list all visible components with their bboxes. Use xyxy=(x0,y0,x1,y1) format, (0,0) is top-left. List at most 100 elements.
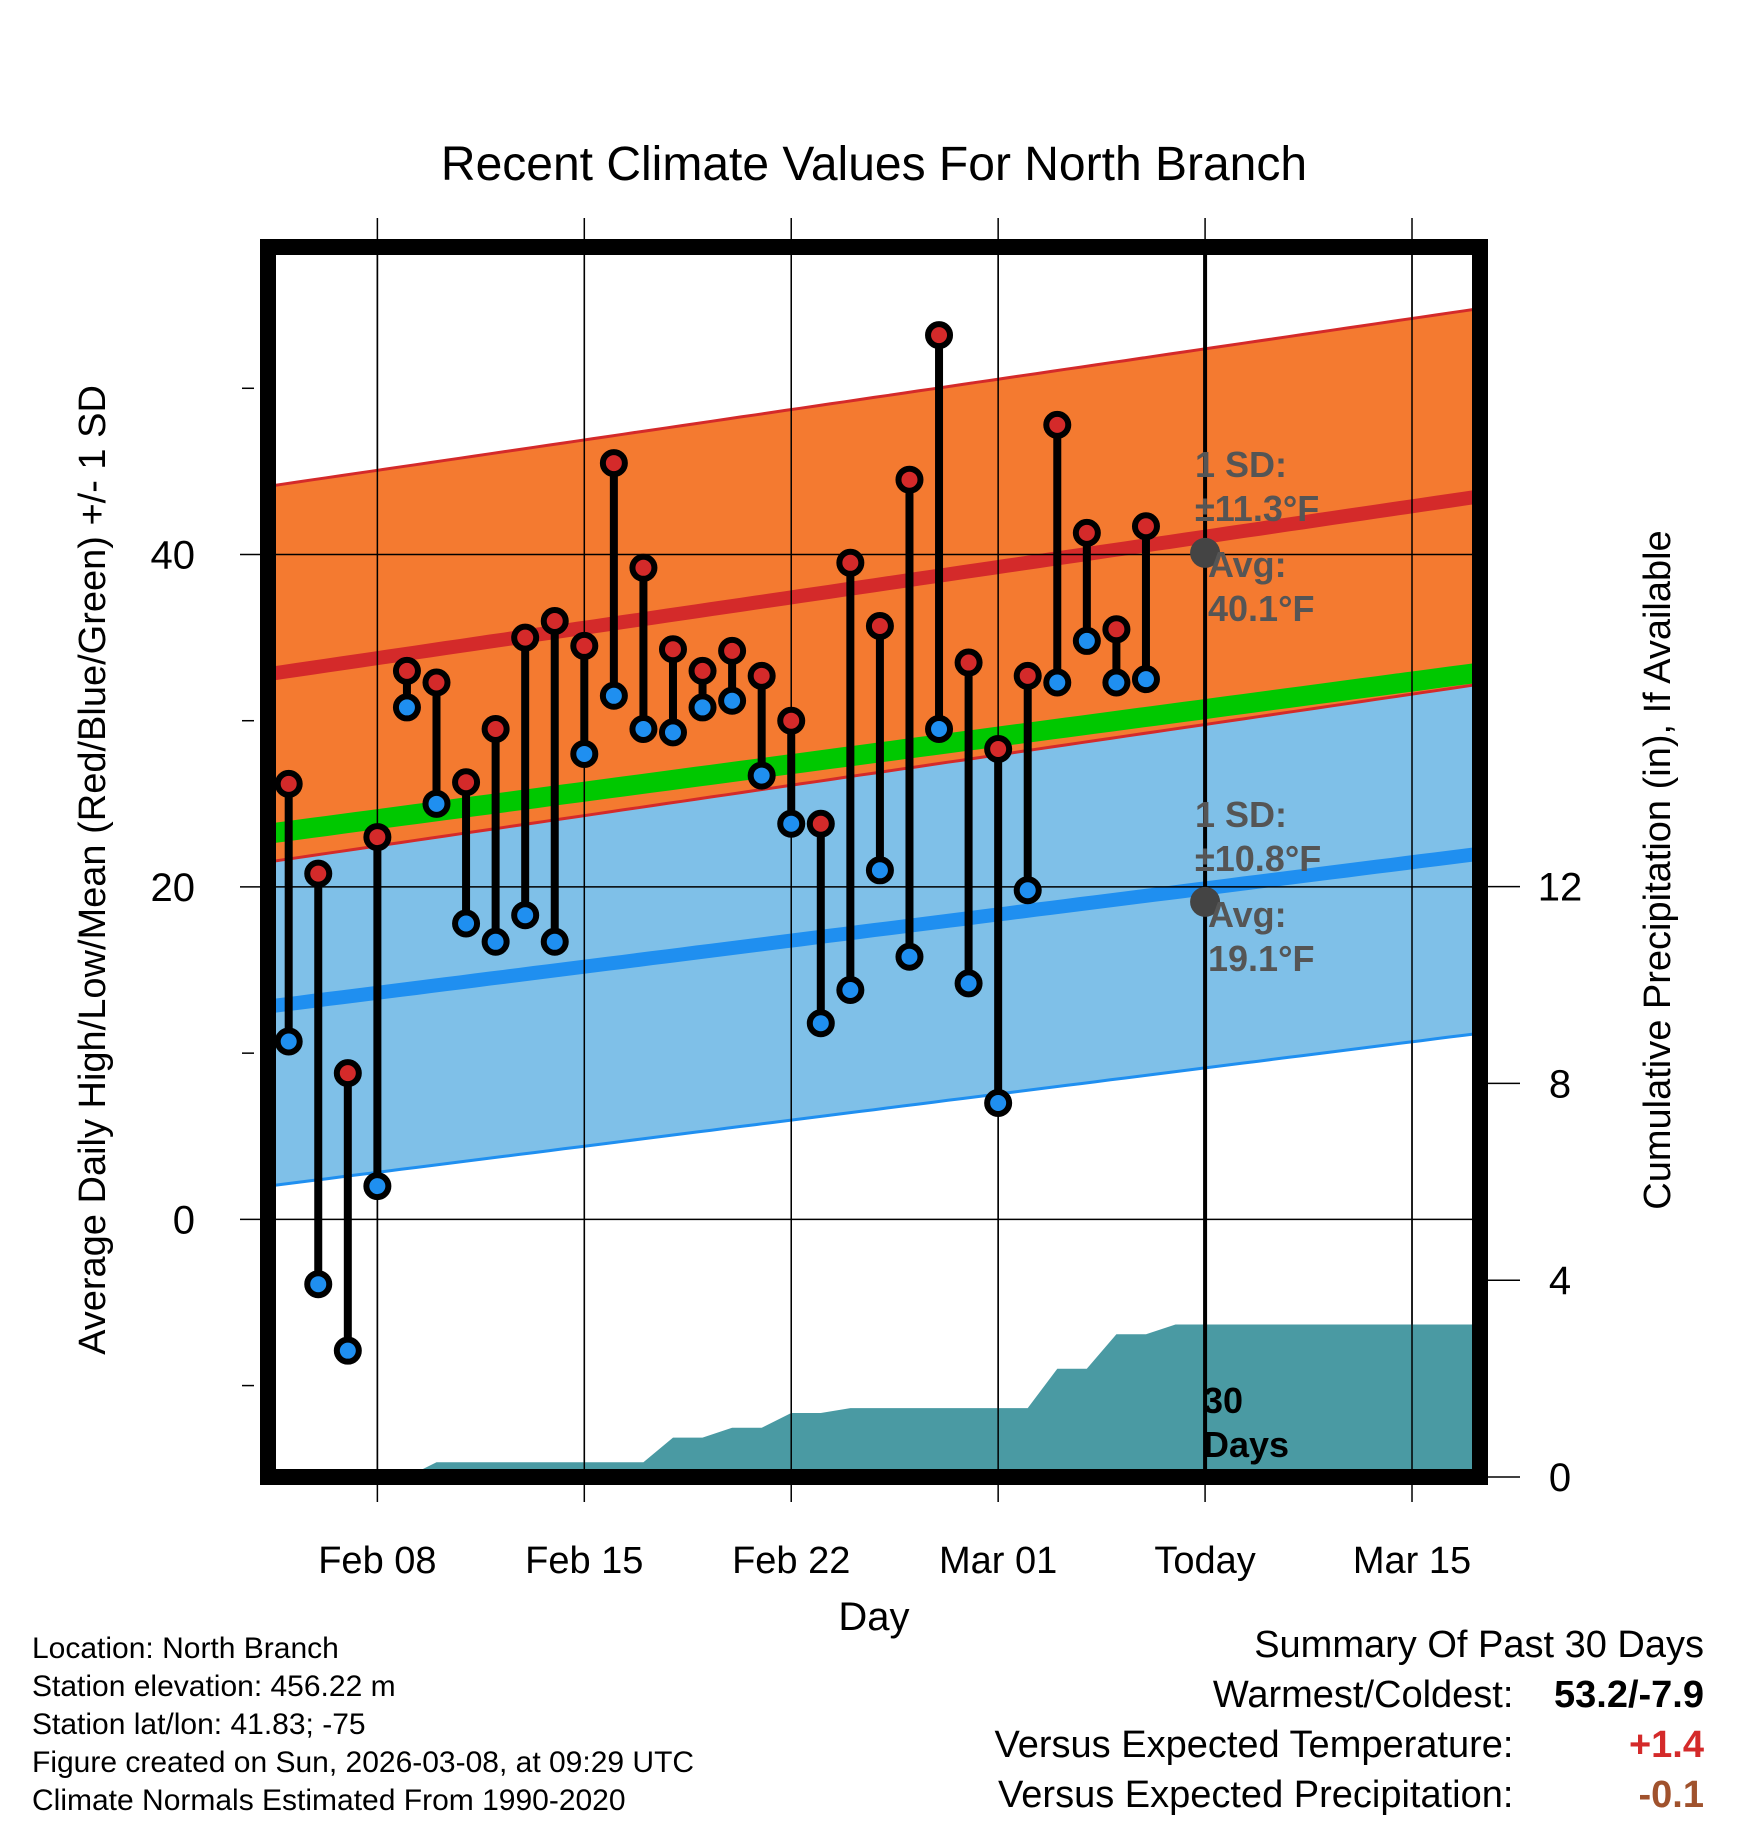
daily-low-point xyxy=(511,901,540,930)
daily-low-point xyxy=(954,969,983,998)
y2-tick-label: 12 xyxy=(1538,866,1583,910)
daily-high-point xyxy=(718,636,747,665)
normal-low-line xyxy=(268,846,1480,1014)
daily-high-point xyxy=(629,553,658,582)
plot-frame xyxy=(260,239,1488,1485)
y-axis-label: Average Daily High/Low/Mean (Red/Blue/Gr… xyxy=(72,385,114,1355)
daily-high-point xyxy=(836,548,865,577)
daily-high-point xyxy=(304,859,333,888)
precip-label: Versus Expected Precipitation: xyxy=(998,1774,1514,1816)
info-latlon: Station lat/lon: 41.83; -75 xyxy=(32,1708,366,1741)
warmest-label: Warmest/Coldest: xyxy=(1212,1674,1514,1716)
daily-high-point xyxy=(658,635,687,664)
summary-panel: Summary Of Past 30 Days Warmest/Coldest:… xyxy=(995,1620,1704,1820)
summary-temp: Versus Expected Temperature: +1.4 xyxy=(995,1720,1704,1770)
x-axis-label: Day xyxy=(838,1595,909,1639)
daily-low-point xyxy=(806,1009,835,1038)
y2-tick-label: 4 xyxy=(1549,1259,1571,1303)
info-elevation: Station elevation: 456.22 m xyxy=(32,1670,396,1703)
daily-high-point xyxy=(984,734,1013,763)
daily-low-point xyxy=(570,739,599,768)
high-avg-marker xyxy=(1190,537,1221,568)
high-sd-annotation: 1 SD: xyxy=(1195,444,1287,485)
daily-low-point xyxy=(1043,668,1072,697)
y2-tick-label: 8 xyxy=(1549,1062,1571,1106)
daily-low-point xyxy=(836,975,865,1004)
chart-title: Recent Climate Values For North Branch xyxy=(441,138,1307,191)
days-window-annotation: 30 xyxy=(1203,1380,1243,1421)
daily-high-point xyxy=(422,668,451,697)
station-info: Location: North Branch Station elevation… xyxy=(32,1630,694,1820)
y-tick-label: 20 xyxy=(151,866,196,910)
low-avg-annotation: Avg: xyxy=(1208,894,1287,935)
info-created: Figure created on Sun, 2026-03-08, at 09… xyxy=(32,1746,695,1779)
summary-precip: Versus Expected Precipitation: -0.1 xyxy=(995,1770,1704,1820)
daily-low-point xyxy=(984,1089,1013,1118)
daily-low-point xyxy=(629,715,658,744)
y-tick-label: 0 xyxy=(173,1198,195,1242)
low-band-lower-edge xyxy=(268,1031,1480,1188)
daily-low-point xyxy=(392,693,421,722)
normal-high-line xyxy=(268,489,1480,682)
daily-high-point xyxy=(895,465,924,494)
y2-tick-label: 0 xyxy=(1549,1456,1571,1500)
daily-low-point xyxy=(777,809,806,838)
daily-high-point xyxy=(865,611,894,640)
x-tick-label: Mar 15 xyxy=(1353,1540,1471,1582)
x-tick-label: Feb 15 xyxy=(525,1540,643,1582)
daily-high-point xyxy=(392,656,421,685)
daily-high-point xyxy=(1131,512,1160,541)
high-sd-annotation: ±11.3°F xyxy=(1195,488,1319,529)
daily-high-point xyxy=(274,769,303,798)
daily-low-point xyxy=(363,1172,392,1201)
daily-low-point xyxy=(1072,626,1101,655)
precip-area xyxy=(268,1324,1480,1477)
info-location: Location: North Branch xyxy=(32,1632,339,1665)
temp-value: +1.4 xyxy=(1628,1724,1704,1766)
daily-high-point xyxy=(333,1059,362,1088)
high-avg-annotation: Avg: xyxy=(1208,544,1287,585)
daily-high-point xyxy=(1013,661,1042,690)
daily-low-point xyxy=(1131,665,1160,694)
daily-low-point xyxy=(422,789,451,818)
low-avg-marker xyxy=(1190,886,1221,917)
high-avg-annotation: 40.1°F xyxy=(1208,588,1314,629)
daily-high-point xyxy=(452,768,481,797)
precip-value: -0.1 xyxy=(1638,1774,1704,1816)
daily-high-point xyxy=(481,715,510,744)
x-tick-label: Today xyxy=(1154,1540,1255,1582)
info-normals: Climate Normals Estimated From 1990-2020 xyxy=(32,1784,626,1817)
daily-low-point xyxy=(1013,876,1042,905)
summary-warmest: Warmest/Coldest: 53.2/-7.9 xyxy=(995,1670,1704,1720)
daily-low-point xyxy=(304,1270,333,1299)
daily-high-point xyxy=(806,809,835,838)
daily-low-point xyxy=(1102,668,1131,697)
daily-low-point xyxy=(895,942,924,971)
daily-high-point xyxy=(570,631,599,660)
daily-high-point xyxy=(511,623,540,652)
daily-high-point xyxy=(747,661,776,690)
daily-high-point xyxy=(363,823,392,852)
daily-high-point xyxy=(688,656,717,685)
low-sd-annotation: ±10.8°F xyxy=(1195,838,1321,879)
days-window-annotation: Days xyxy=(1203,1424,1289,1465)
daily-low-point xyxy=(925,715,954,744)
y-tick-label: 40 xyxy=(151,534,196,578)
daily-low-point xyxy=(599,681,628,710)
daily-low-point xyxy=(747,761,776,790)
daily-low-point xyxy=(452,909,481,938)
daily-low-point xyxy=(658,718,687,747)
daily-low-point xyxy=(865,856,894,885)
x-tick-label: Feb 22 xyxy=(732,1540,850,1582)
warmest-value: 53.2/-7.9 xyxy=(1554,1674,1704,1716)
daily-high-point xyxy=(1102,615,1131,644)
low-sd-annotation: 1 SD: xyxy=(1195,794,1287,835)
x-tick-label: Feb 08 xyxy=(318,1540,436,1582)
daily-low-point xyxy=(688,693,717,722)
high-band-upper-edge xyxy=(268,307,1480,488)
temp-label: Versus Expected Temperature: xyxy=(994,1724,1514,1766)
summary-title: Summary Of Past 30 Days xyxy=(1254,1624,1704,1666)
daily-high-point xyxy=(777,706,806,735)
